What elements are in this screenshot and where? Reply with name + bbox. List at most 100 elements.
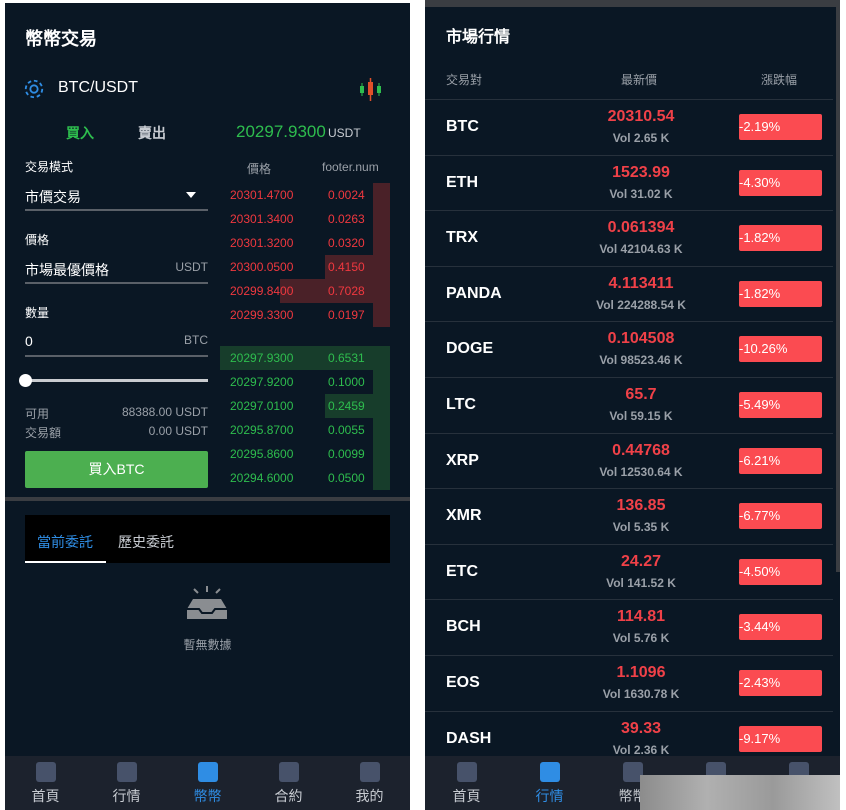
orderbook-qty-header: footer.num [322, 160, 379, 174]
slider-handle[interactable] [19, 374, 32, 387]
bid-price: 20297.9200 [230, 375, 294, 389]
market-row[interactable]: TRX 0.061394 Vol 42104.63 K -1.82% [425, 210, 833, 266]
market-row[interactable]: ETC 24.27 Vol 141.52 K -4.50% [425, 543, 833, 600]
volume: Vol 2.65 K [612, 131, 670, 145]
volume: Vol 12530.64 K [599, 464, 683, 479]
depth-bar [373, 303, 390, 327]
change-badge: -6.21% [739, 447, 822, 474]
change-badge: -2.43% [739, 670, 822, 696]
ask-row[interactable]: 20299.8400 0.7028 [220, 279, 390, 303]
buy-btc-button[interactable]: 買入BTC [25, 451, 208, 488]
coin-icon [622, 762, 643, 782]
ask-row[interactable]: 20301.3200 0.0320 [220, 231, 390, 255]
ask-price: 20301.4700 [230, 188, 294, 202]
market-row[interactable]: ETH 1523.99 Vol 31.02 K -4.30% [425, 154, 833, 211]
spot-trading-screen: 幣幣交易 BTC/USDT 買入 賣出 20297.9300 USDT 交易模式… [5, 3, 410, 810]
depth-bar [373, 418, 390, 442]
bid-row[interactable]: 20297.9200 0.1000 [220, 370, 390, 394]
nav-label: 首頁 [31, 788, 60, 804]
ask-row[interactable]: 20301.4700 0.0024 [220, 183, 390, 207]
trade-amount-label: 交易額 [25, 426, 62, 440]
trade-mode-select[interactable]: 市價交易 [25, 183, 208, 211]
nav-item[interactable]: 行情 [86, 756, 167, 810]
change-badge: -1.82% [739, 225, 822, 252]
nav-label: 行情 [112, 788, 141, 804]
quantity-input[interactable]: 0 BTC [25, 329, 208, 357]
tab-sell[interactable]: 賣出 [138, 125, 166, 141]
top-bar [425, 0, 840, 7]
nav-item[interactable]: 合約 [248, 756, 329, 810]
bid-row[interactable]: 20295.8700 0.0055 [220, 418, 390, 442]
market-row[interactable]: LTC 65.7 Vol 59.15 K -5.49% [425, 377, 833, 433]
order-tabs: 當前委託 歷史委託 [25, 515, 390, 563]
change-badge: -2.19% [739, 114, 822, 140]
nav-label: 行情 [535, 788, 564, 804]
market-row[interactable]: DOGE 0.104508 Vol 98523.46 K -10.26% [425, 321, 833, 377]
nav-item[interactable]: 我的 [329, 756, 410, 810]
nav-item[interactable]: 首頁 [5, 756, 86, 810]
market-row[interactable]: PANDA 4.113411 Vol 224288.54 K -1.82% [425, 265, 833, 322]
pair-symbol: PANDA [446, 284, 502, 302]
bid-price: 20297.0100 [230, 399, 294, 413]
depth-bar [325, 255, 390, 279]
ask-qty: 0.4150 [328, 260, 365, 274]
price-input[interactable]: 市場最優價格 USDT [25, 256, 208, 284]
nav-label: 首頁 [452, 788, 481, 804]
price-label: 價格 [25, 233, 50, 247]
trade-mode-label: 交易模式 [25, 160, 74, 174]
nav-item[interactable]: 幣幣 [167, 756, 248, 810]
change-badge: -3.44% [739, 614, 822, 641]
bid-qty: 0.0055 [328, 423, 365, 437]
ask-row[interactable]: 20300.0500 0.4150 [220, 255, 390, 279]
market-row[interactable]: XMR 136.85 Vol 5.35 K -6.77% [425, 488, 833, 544]
amount-slider[interactable] [19, 374, 208, 387]
bid-row[interactable]: 20295.8600 0.0099 [220, 442, 390, 466]
tab-order-history[interactable]: 歷史委託 [118, 534, 174, 550]
nav-item[interactable]: 首頁 [425, 756, 508, 810]
latest-price: 24.27 [620, 552, 662, 570]
trade-amount-value: 0.00 USDT [148, 424, 208, 438]
header-pair: 交易對 [446, 73, 483, 87]
ask-price: 20301.3200 [230, 236, 294, 250]
volume: Vol 224288.54 K [596, 297, 686, 312]
market-row[interactable]: EOS 1.1096 Vol 1630.78 K -2.43% [425, 655, 833, 711]
change-badge: -4.50% [739, 558, 822, 585]
latest-price: 20310.54 [607, 108, 675, 125]
volume: Vol 98523.46 K [599, 353, 683, 368]
change-badge: -10.26% [739, 336, 822, 363]
bid-row[interactable]: 20294.6000 0.0500 [220, 466, 390, 490]
pair-symbol: TRX [446, 229, 478, 247]
quantity-value: 0 [25, 333, 33, 349]
chart-icon [539, 762, 560, 782]
bid-row[interactable]: 20297.0100 0.2459 [220, 394, 390, 418]
tab-buy[interactable]: 買入 [66, 125, 94, 141]
home-icon [456, 762, 477, 782]
settings-gear-icon[interactable] [23, 78, 45, 100]
available-value: 88388.00 USDT [121, 405, 208, 419]
bid-price: 20295.8700 [230, 423, 294, 437]
pair-selector[interactable]: BTC/USDT [58, 79, 138, 96]
ask-row[interactable]: 20299.3300 0.0197 [220, 303, 390, 327]
nav-label: 我的 [355, 788, 384, 804]
market-row[interactable]: BCH 114.81 Vol 5.76 K -3.44% [425, 599, 833, 655]
volume: Vol 2.36 K [612, 742, 670, 757]
quantity-unit: BTC [184, 333, 208, 347]
latest-price: 65.7 [625, 386, 657, 403]
pair-symbol: BTC [446, 118, 479, 135]
ask-row[interactable]: 20301.3400 0.0263 [220, 207, 390, 231]
scrollbar[interactable] [836, 7, 840, 572]
volume: Vol 59.15 K [609, 409, 673, 423]
bid-row[interactable]: 20297.9300 0.6531 [220, 346, 390, 370]
depth-bar [373, 231, 390, 255]
tab-current-orders[interactable]: 當前委託 [37, 534, 93, 550]
nav-item[interactable]: 行情 [508, 756, 591, 810]
volume: Vol 141.52 K [606, 575, 676, 590]
user-icon [359, 762, 380, 782]
bid-qty: 0.2459 [328, 399, 365, 413]
nav-item[interactable]: 幣幣 [591, 756, 674, 810]
market-row[interactable]: DASH 39.33 Vol 2.36 K -9.17% [425, 710, 833, 767]
market-row[interactable]: XRP 0.44768 Vol 12530.64 K -6.21% [425, 432, 833, 489]
volume: Vol 1630.78 K [602, 687, 680, 701]
kline-chart-icon[interactable] [359, 77, 383, 103]
market-row[interactable]: BTC 20310.54 Vol 2.65 K -2.19% [425, 99, 833, 155]
